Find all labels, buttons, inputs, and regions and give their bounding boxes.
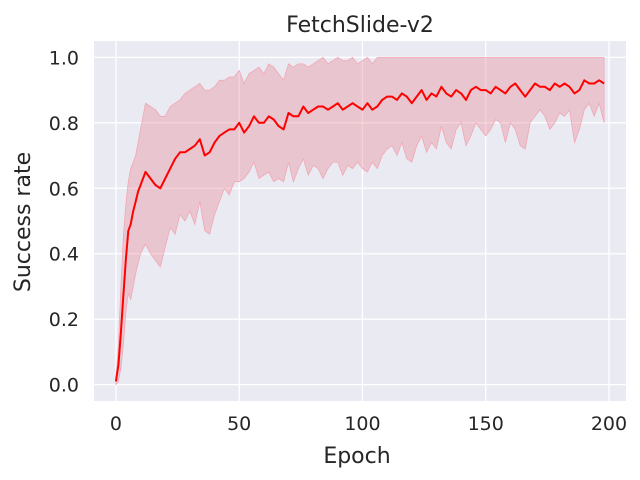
y-tick-labels: 0.0 0.2 0.4 0.6 0.8 1.0	[49, 47, 79, 396]
y-tick-label: 1.0	[49, 47, 79, 69]
y-tick-label: 0.2	[49, 309, 79, 331]
x-gridlines	[115, 41, 610, 401]
y-axis-label: Success rate	[11, 152, 36, 292]
plot-background	[94, 41, 626, 401]
confidence-band	[115, 56, 605, 386]
chart-title: FetchSlide-v2	[286, 13, 434, 38]
y-tick-label: 0.4	[49, 244, 79, 266]
x-tick-labels: 0 50 100 150 200	[110, 413, 627, 435]
x-tick-label: 50	[227, 413, 251, 435]
x-axis-label: Epoch	[323, 444, 390, 469]
y-tick-label: 0.8	[49, 113, 79, 135]
success-rate-line	[114, 79, 605, 382]
x-tick-label: 100	[344, 413, 380, 435]
y-tick-label: 0.0	[49, 375, 79, 397]
x-tick-label: 200	[591, 413, 627, 435]
y-tick-label: 0.6	[49, 178, 79, 200]
x-tick-label: 0	[110, 413, 122, 435]
x-tick-label: 150	[468, 413, 504, 435]
